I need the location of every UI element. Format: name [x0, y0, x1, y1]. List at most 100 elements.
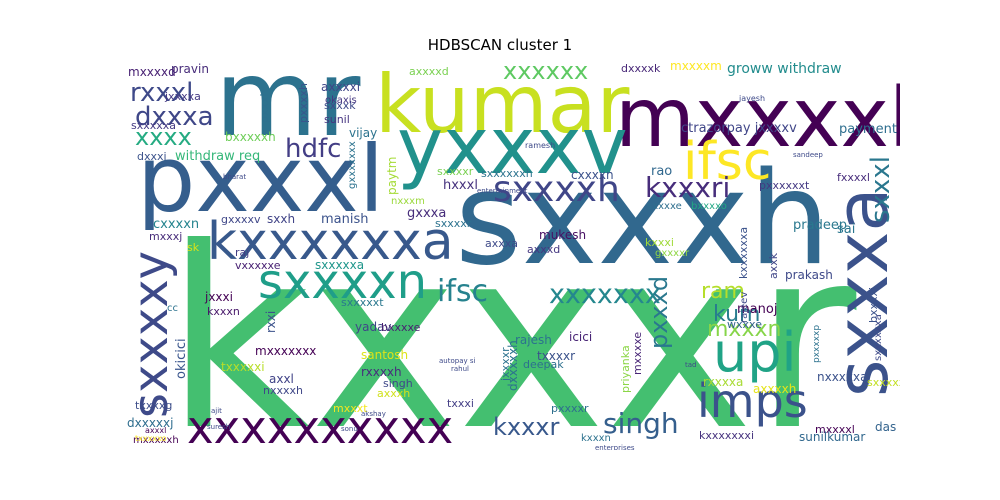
cloud-word: vxxxxxe: [235, 259, 281, 272]
cloud-word: ctrazorpay jxxxxv: [681, 121, 797, 136]
cloud-word: pradeep: [793, 218, 847, 233]
cloud-word: rahul: [451, 365, 469, 373]
chart-title: HDBSCAN cluster 1: [427, 36, 573, 54]
cloud-word: mxxxxd: [128, 65, 176, 79]
cloud-word: autopay si: [439, 357, 476, 365]
cloud-word: kxxxr: [165, 194, 857, 450]
cloud-word: axxxh: [377, 387, 410, 400]
cloud-word: rajesh: [515, 333, 552, 347]
cloud-word: sxxh: [267, 212, 295, 226]
cloud-word: ramesh: [525, 141, 555, 150]
cloud-word: pxxxxxxt: [759, 179, 810, 192]
cloud-word: dxxxxxh: [506, 340, 520, 391]
cloud-word: sxxxxn: [258, 254, 427, 310]
cloud-word: txxxxg: [135, 399, 172, 412]
cloud-word: sonu: [341, 425, 358, 433]
cloud-word: ifsc: [683, 132, 771, 192]
cloud-word: sxxxl: [866, 156, 896, 223]
cloud-word: mxxxn: [707, 317, 781, 342]
cloud-word: pxxxxr: [551, 402, 589, 415]
cloud-word: kxxxr: [493, 413, 560, 441]
cloud-word: dxxxxxj: [127, 416, 173, 430]
cloud-word: kxxxxxxa: [737, 227, 750, 279]
cloud-word: xxxx: [135, 123, 192, 151]
cloud-word: das: [875, 420, 896, 434]
cloud-word: rxxxl: [130, 78, 193, 108]
cloud-word: sxxxxh: [493, 169, 620, 210]
cloud-word: okaxis: [325, 95, 357, 106]
cloud-word: hdfc: [285, 134, 341, 164]
cloud-word: sxxxxr: [435, 217, 472, 230]
cloud-word: axxk: [767, 252, 780, 279]
cloud-word: rajeev: [739, 292, 750, 323]
cloud-word: xxxxxxxxxx: [187, 401, 453, 450]
cloud-word: ram: [701, 279, 745, 304]
cloud-word: sxxxxxt: [341, 296, 384, 309]
cloud-word: sai: [837, 222, 855, 237]
cloud-word: suresh: [207, 423, 230, 431]
cloud-word: fxxxxl: [837, 171, 870, 184]
cloud-word: sxxxa: [820, 188, 900, 397]
cloud-word: payment: [839, 122, 897, 137]
cloud-word: groww withdraw: [727, 61, 842, 77]
cloud-word: sk: [187, 241, 200, 254]
cloud-word: bxxxxe: [381, 321, 421, 334]
cloud-word: priyanka: [619, 345, 632, 393]
cloud-word: dxxxa: [135, 102, 214, 132]
cloud-word: rxxi: [264, 311, 278, 333]
cloud-word: kxxxi: [645, 236, 674, 249]
cloud-word: axxl: [269, 372, 294, 386]
cloud-word: yadav: [355, 320, 392, 334]
cloud-word: ifsc: [437, 274, 488, 309]
cloud-word: gxxxxxxx: [347, 141, 358, 189]
cloud-word: mr: [215, 61, 361, 160]
cloud-word: raj: [235, 246, 249, 259]
cloud-word: kum: [713, 302, 760, 327]
cloud-word: nxxxm: [391, 196, 425, 207]
cloud-word: nxxxxxa: [817, 370, 867, 384]
cloud-word: axxxxd: [409, 65, 449, 78]
cloud-word: prakash: [785, 268, 833, 282]
cloud-word: bxxxxo: [691, 201, 727, 212]
cloud-word: dxxxxk: [621, 62, 661, 75]
cloud-word: mxxxxl: [815, 423, 855, 436]
cloud-word: pxxxl: [137, 126, 384, 233]
cloud-word: jxxxi: [204, 290, 233, 304]
cloud-word: mxxxxxxx: [255, 344, 316, 358]
cloud-word: txxxi: [447, 397, 474, 410]
cloud-word: withdraw req: [175, 149, 260, 164]
cloud-word: nxxxxh: [263, 384, 303, 397]
cloud-word: kumar: [375, 61, 630, 151]
cloud-word: xxxxxxx: [549, 279, 661, 310]
cloud-word: axxxxh: [753, 382, 796, 396]
cloud-word: axxxl: [145, 426, 166, 435]
cloud-word: santosh: [361, 348, 408, 362]
cloud-word: gxxxxv: [221, 213, 261, 226]
cloud-word: jxxxxa: [164, 90, 201, 103]
cloud-word: cxxxxn: [153, 217, 199, 232]
cloud-word: hxxxl: [443, 178, 478, 193]
cloud-word: bxxxxxh: [225, 130, 276, 144]
cloud-word: txxxxxo: [135, 434, 167, 443]
cloud-word: paytm: [385, 157, 399, 195]
cloud-word: sxxxxxxa: [873, 314, 884, 361]
cloud-word: sxxxxxxh: [481, 167, 533, 180]
cloud-word: wxxxe: [727, 318, 762, 331]
cloud-word: cxxxxn: [571, 168, 614, 182]
cloud-word: imps: [697, 374, 808, 428]
cloud-word: manish: [321, 212, 369, 227]
cloud-word: icici: [569, 330, 592, 344]
cloud-word: sxxxxr: [437, 165, 474, 178]
cloud-word: ajit: [211, 407, 222, 415]
cloud-word: mxxxxxh: [133, 435, 179, 446]
cloud-word: deepak: [523, 358, 564, 371]
cloud-word: sxxxxe: [647, 201, 682, 212]
cloud-word: sunilkumar: [799, 430, 865, 444]
cloud-word: sxxxxy: [125, 251, 179, 418]
cloud-word: enterprises: [595, 444, 635, 450]
cloud-word: axxxd: [527, 243, 560, 256]
cloud-word: pxxxxh: [297, 83, 310, 123]
cloud-word: sunil: [324, 113, 350, 126]
cloud-word: sxxxxxa: [131, 119, 176, 132]
